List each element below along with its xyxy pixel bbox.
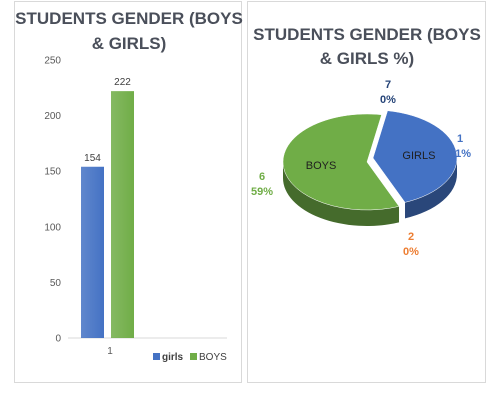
legend-swatch-boys (190, 353, 197, 360)
y-tick-label: 150 (44, 167, 61, 178)
legend: girls BOYS (153, 352, 227, 363)
legend-label-girls: girls (162, 352, 184, 363)
x-tick-label: 1 (107, 346, 113, 357)
pie-chart: STUDENTS GENDER (BOYS & GIRLS %) GIRLS BO… (251, 25, 481, 258)
bar-boys (111, 91, 134, 338)
data-label-girls: 154 (84, 153, 101, 164)
slice-category-label-boys: BOYS (306, 160, 337, 172)
data-label-percent-6: 59% (251, 186, 273, 198)
legend-swatch-girls (153, 353, 160, 360)
slice-girls (372, 110, 458, 203)
pie-chart-panel: STUDENTS GENDER (BOYS & GIRLS %) GIRLS BO… (247, 1, 486, 383)
data-label-percent-7: 0% (380, 94, 396, 106)
slice-boys (282, 113, 400, 211)
bar-series: 154 222 (81, 77, 134, 338)
y-tick-label: 0 (55, 334, 61, 345)
data-label-percent-1: 41% (449, 148, 471, 160)
slice-side-girls (405, 158, 457, 219)
data-label-index-1: 1 (457, 133, 463, 145)
pie-slices (282, 110, 458, 226)
bar-y-axis: 0 50 100 150 200 250 (44, 56, 227, 345)
y-tick-label: 250 (44, 56, 61, 67)
bar-chart-panel: STUDENTS GENDER (BOYS & GIRLS) 0 50 100 150… (14, 1, 243, 383)
data-label-index-6: 6 (259, 171, 265, 183)
slice-category-label-girls: GIRLS (402, 150, 435, 162)
data-label-boys: 222 (114, 77, 131, 88)
bar-girls (81, 166, 104, 338)
bar-chart-title-line-1: STUDENTS GENDER (BOYS (15, 9, 243, 28)
y-tick-label: 100 (44, 222, 61, 233)
bar-chart: STUDENTS GENDER (BOYS & GIRLS) 0 50 100 150… (15, 9, 243, 363)
legend-label-boys: BOYS (199, 352, 227, 363)
pie-data-labels: GIRLS BOYS 1 41% 2 0% 6 59% 7 0% (251, 79, 471, 258)
data-label-index-7: 7 (385, 79, 391, 91)
data-label-percent-2: 0% (403, 246, 419, 258)
pie-chart-title-line-1: STUDENTS GENDER (BOYS (253, 25, 481, 44)
y-tick-label: 50 (50, 278, 62, 289)
y-tick-label: 200 (44, 111, 61, 122)
bar-chart-title-line-2: & GIRLS) (92, 34, 167, 53)
data-label-index-2: 2 (408, 231, 414, 243)
pie-chart-title-line-2: & GIRLS %) (320, 49, 414, 68)
